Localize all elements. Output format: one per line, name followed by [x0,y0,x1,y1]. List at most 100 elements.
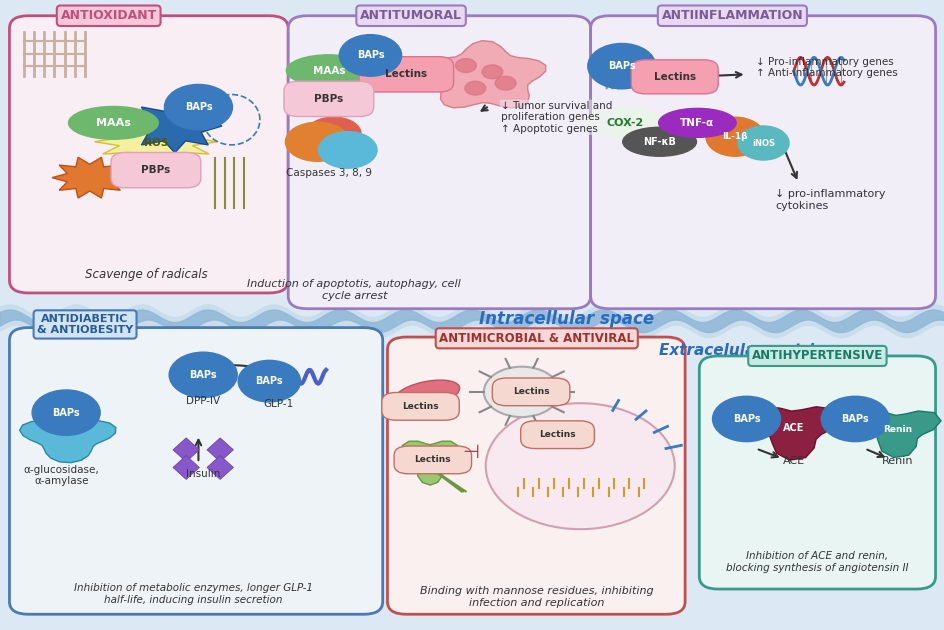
Text: ANTIINFLAMMATION: ANTIINFLAMMATION [661,9,802,22]
Circle shape [705,117,764,156]
Circle shape [820,396,888,442]
FancyBboxPatch shape [381,392,459,420]
Text: ↓ pro-inflammatory
cytokines: ↓ pro-inflammatory cytokines [774,189,885,210]
Text: BAPs: BAPs [255,376,283,386]
Circle shape [483,367,559,417]
Polygon shape [423,40,545,108]
Ellipse shape [658,108,735,137]
Text: COX-2: COX-2 [606,118,644,128]
Circle shape [455,59,476,72]
Text: NF-κB: NF-κB [643,137,675,147]
Text: Lectins: Lectins [653,72,695,82]
Text: Renin: Renin [881,456,913,466]
Text: Inhibition of metabolic enzymes, longer GLP-1
half-life, inducing insulin secret: Inhibition of metabolic enzymes, longer … [75,583,312,605]
Circle shape [169,352,237,398]
Text: Lectins: Lectins [402,402,438,411]
Polygon shape [207,455,233,479]
Text: ANTIHYPERTENSIVE: ANTIHYPERTENSIVE [751,350,882,362]
Text: TNF-α: TNF-α [680,118,714,128]
Text: Lectins: Lectins [539,430,575,439]
Text: GLP-1: GLP-1 [263,399,294,410]
Text: ↓ Tumor survival and
proliferation genes
↑ Apoptotic genes: ↓ Tumor survival and proliferation genes… [500,101,612,134]
Text: BAPs: BAPs [52,408,80,418]
FancyBboxPatch shape [520,421,594,449]
Circle shape [485,403,674,529]
Circle shape [712,396,780,442]
FancyBboxPatch shape [387,337,684,614]
Polygon shape [207,438,233,462]
Text: ACE: ACE [782,456,804,466]
Text: α-glucosidase,
α-amylase: α-glucosidase, α-amylase [24,465,99,486]
Ellipse shape [285,122,349,161]
FancyBboxPatch shape [699,356,935,589]
Text: ANTIMICROBIAL & ANTIVIRAL: ANTIMICROBIAL & ANTIVIRAL [439,332,633,345]
Text: Intracellular space: Intracellular space [479,310,654,328]
Polygon shape [749,407,839,460]
Text: Inhibition of ACE and renin,
blocking synthesis of angiotensin II: Inhibition of ACE and renin, blocking sy… [725,551,908,573]
Polygon shape [127,100,222,152]
Circle shape [495,76,515,90]
FancyBboxPatch shape [394,446,471,474]
Polygon shape [20,421,116,462]
Text: BAPs: BAPs [607,61,635,71]
Text: ANTIDIABETIC
& ANTIOBESITY: ANTIDIABETIC & ANTIOBESITY [37,314,133,335]
FancyBboxPatch shape [590,16,935,309]
Ellipse shape [68,106,158,139]
Text: Extracelular matrix: Extracelular matrix [659,343,823,358]
FancyBboxPatch shape [283,81,373,117]
Text: ANTITUMORAL: ANTITUMORAL [360,9,462,22]
Ellipse shape [318,132,377,168]
FancyBboxPatch shape [631,60,717,94]
Text: BAPs: BAPs [189,370,217,380]
Polygon shape [52,158,127,198]
FancyBboxPatch shape [288,16,590,309]
Ellipse shape [395,380,459,408]
Ellipse shape [306,117,361,150]
Text: Lectins: Lectins [414,455,450,464]
Polygon shape [173,455,199,479]
Circle shape [481,65,502,79]
Text: MAAs: MAAs [312,66,345,76]
Text: ROS: ROS [143,138,168,148]
Text: Lectins: Lectins [513,387,548,396]
Circle shape [339,35,401,76]
Text: PBPs: PBPs [142,165,170,175]
FancyBboxPatch shape [111,152,200,188]
Circle shape [238,360,300,402]
FancyBboxPatch shape [9,328,382,614]
Text: Lectins: Lectins [385,69,427,79]
Text: PBPs: PBPs [314,94,343,104]
Ellipse shape [286,55,371,86]
Ellipse shape [586,108,664,137]
Text: Insulin: Insulin [186,469,220,479]
Text: BAPs: BAPs [840,414,868,424]
Circle shape [164,84,232,130]
Text: ↓ Pro-inflammatory genes
↑ Anti-inflammatory genes: ↓ Pro-inflammatory genes ↑ Anti-inflamma… [755,57,897,78]
Text: DPP-IV: DPP-IV [186,396,220,406]
Circle shape [737,126,788,160]
FancyBboxPatch shape [359,57,453,92]
FancyBboxPatch shape [492,378,569,406]
Polygon shape [94,117,217,166]
Text: BAPs: BAPs [184,102,212,112]
Text: ANTIOXIDANT: ANTIOXIDANT [60,9,157,22]
Text: ACE: ACE [783,423,803,433]
Polygon shape [855,411,940,457]
FancyBboxPatch shape [9,16,288,293]
Polygon shape [401,441,458,485]
Text: MAAs: MAAs [96,118,130,128]
Circle shape [587,43,655,89]
Text: BAPs: BAPs [732,414,760,424]
Circle shape [32,390,100,435]
Text: Binding with mannose residues, inhibiting
infection and replication: Binding with mannose residues, inhibitin… [419,587,653,608]
Circle shape [464,81,485,95]
Text: Renin: Renin [883,425,911,434]
Text: Induction of apoptotis, autophagy, cell
cycle arrest: Induction of apoptotis, autophagy, cell … [247,279,461,301]
Text: iNOS: iNOS [751,139,774,147]
Text: BAPs: BAPs [356,50,384,60]
Text: Scavenge of radicals: Scavenge of radicals [85,268,208,280]
Text: IL-1β: IL-1β [722,132,747,141]
Ellipse shape [622,127,696,156]
Text: ⊣: ⊣ [462,443,479,462]
Polygon shape [173,438,199,462]
